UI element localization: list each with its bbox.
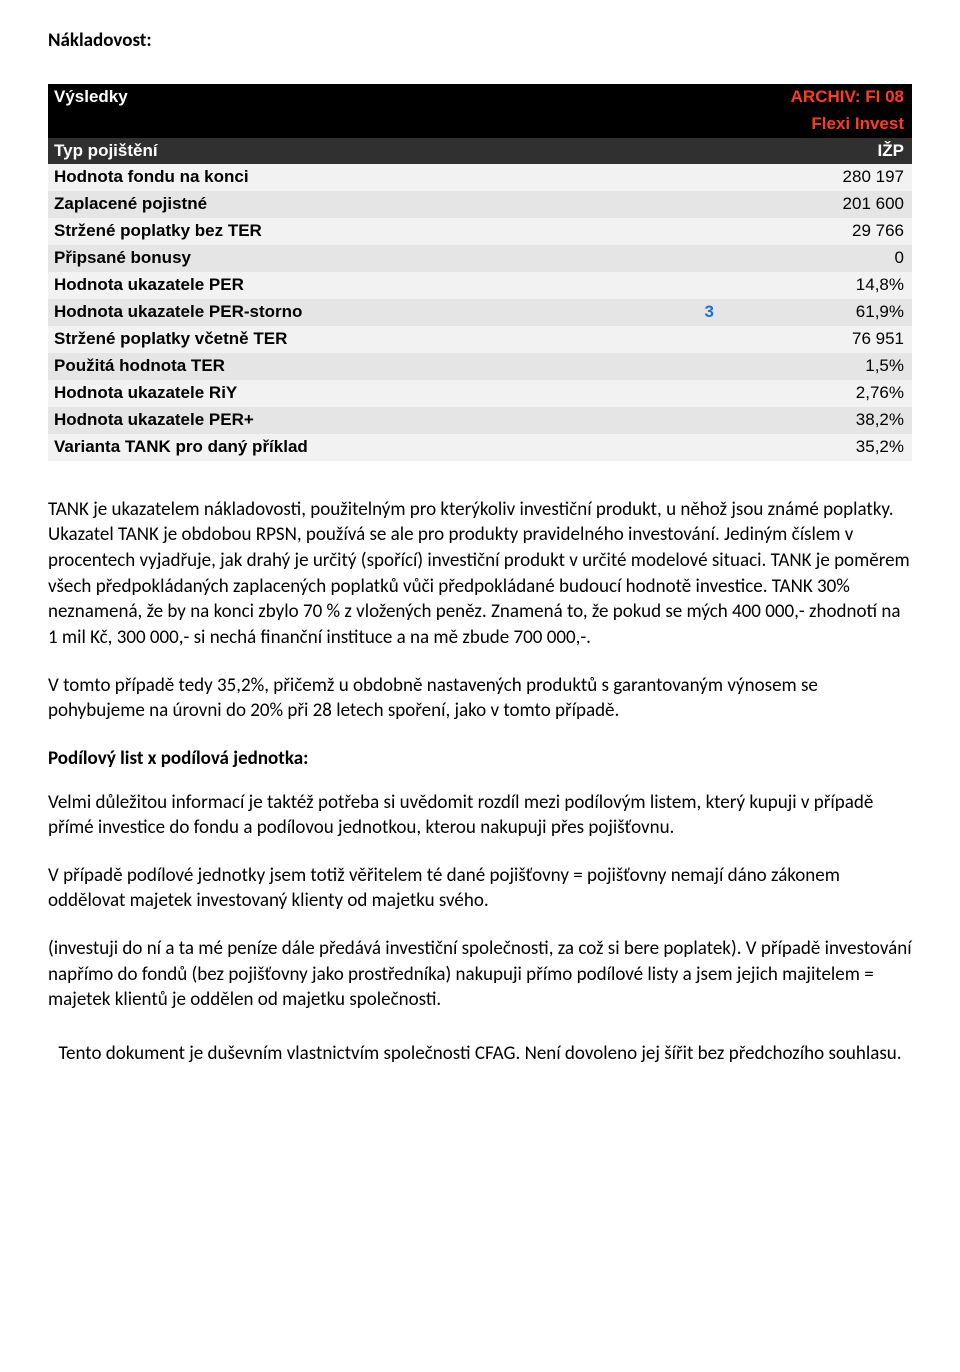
row-label: Hodnota ukazatele RiY: [48, 380, 632, 407]
footer-text: Tento dokument je duševním vlastnictvím …: [48, 1041, 912, 1067]
header-left: Výsledky: [48, 84, 632, 111]
row-value: 280 197: [722, 164, 912, 191]
row-label: Připsané bonusy: [48, 245, 632, 272]
row-label: Stržené poplatky včetně TER: [48, 326, 632, 353]
row-label: Hodnota ukazatele PER: [48, 272, 632, 299]
row-value: 61,9%: [722, 299, 912, 326]
row-mid: [632, 191, 722, 218]
row-value: 1,5%: [722, 353, 912, 380]
row-mid: [632, 326, 722, 353]
table-row: Stržené poplatky bez TER 29 766: [48, 218, 912, 245]
row-mid: [632, 407, 722, 434]
paragraph-1: TANK je ukazatelem nákladovosti, použite…: [48, 497, 912, 651]
table-header-2: Flexi Invest: [48, 111, 912, 138]
row-mid: [632, 272, 722, 299]
row-value: 0: [722, 245, 912, 272]
table-row: Použitá hodnota TER 1,5%: [48, 353, 912, 380]
row-label: Zaplacené pojistné: [48, 191, 632, 218]
table-row: Hodnota ukazatele RiY 2,76%: [48, 380, 912, 407]
row-value: 29 766: [722, 218, 912, 245]
table-header-1: Výsledky ARCHIV: FI 08: [48, 84, 912, 111]
row-mid: [632, 218, 722, 245]
page-title: Nákladovost:: [48, 28, 912, 54]
row-label: Použitá hodnota TER: [48, 353, 632, 380]
paragraph-3: Velmi důležitou informací je taktéž potř…: [48, 790, 912, 841]
paragraph-5: (investuji do ní a ta mé peníze dále pře…: [48, 936, 912, 1013]
row-value: 14,8%: [722, 272, 912, 299]
row-value: 76 951: [722, 326, 912, 353]
table-header-3: Typ pojištění IŽP: [48, 138, 912, 165]
row-label: Hodnota ukazatele PER+: [48, 407, 632, 434]
header-right: ARCHIV: FI 08: [722, 84, 912, 111]
table-row: Stržené poplatky včetně TER 76 951: [48, 326, 912, 353]
table-row: Hodnota ukazatele PER+ 38,2%: [48, 407, 912, 434]
row-mid: [632, 245, 722, 272]
table-row: Hodnota ukazatele PER 14,8%: [48, 272, 912, 299]
row-mid: [632, 434, 722, 461]
header-left: Typ pojištění: [48, 138, 632, 165]
row-value: 35,2%: [722, 434, 912, 461]
table-row: Zaplacené pojistné 201 600: [48, 191, 912, 218]
row-label: Hodnota ukazatele PER-storno: [48, 299, 632, 326]
paragraph-4: V případě podílové jednotky jsem totiž v…: [48, 863, 912, 914]
row-value: 2,76%: [722, 380, 912, 407]
subheading: Podílový list x podílová jednotka:: [48, 746, 912, 772]
row-value: 201 600: [722, 191, 912, 218]
row-mid: 3: [632, 299, 722, 326]
row-mid: [632, 380, 722, 407]
row-label: Hodnota fondu na konci: [48, 164, 632, 191]
table-row: Připsané bonusy 0: [48, 245, 912, 272]
table-row: Hodnota fondu na konci 280 197: [48, 164, 912, 191]
row-mid: [632, 353, 722, 380]
row-label: Varianta TANK pro daný příklad: [48, 434, 632, 461]
header-right: IŽP: [722, 138, 912, 165]
paragraph-2: V tomto případě tedy 35,2%, přičemž u ob…: [48, 673, 912, 724]
row-mid: [632, 164, 722, 191]
table-row: Varianta TANK pro daný příklad 35,2%: [48, 434, 912, 461]
header-right: Flexi Invest: [722, 111, 912, 138]
row-label: Stržené poplatky bez TER: [48, 218, 632, 245]
results-table: Výsledky ARCHIV: FI 08 Flexi Invest Typ …: [48, 84, 912, 461]
table-row: Hodnota ukazatele PER-storno361,9%: [48, 299, 912, 326]
row-value: 38,2%: [722, 407, 912, 434]
